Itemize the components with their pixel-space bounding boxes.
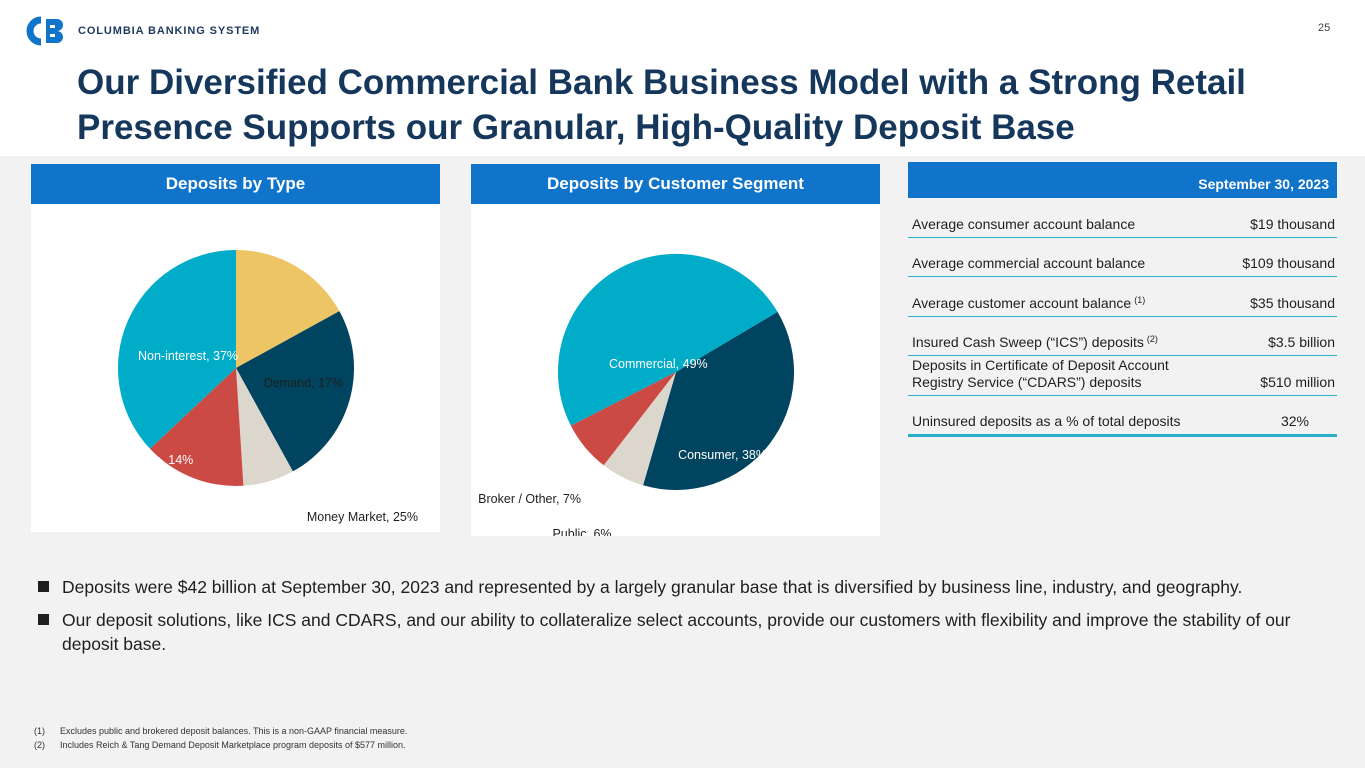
- data-label-commercial: Commercial, 49%: [609, 357, 708, 371]
- row-value: $35 thousand: [1250, 294, 1335, 311]
- row-label: Average commercial account balance: [912, 255, 1146, 271]
- data-label-public: Public, 6%: [552, 527, 611, 536]
- table-row: Average consumer account balance $19 tho…: [908, 198, 1337, 238]
- data-label-broker-other: Broker / Other, 7%: [478, 492, 581, 506]
- row-label: Average consumer account balance: [912, 215, 1136, 232]
- pie-chart-deposits-by-segment: Consumer, 38% Public, 6% Broker / Other, 7…: [478, 253, 795, 536]
- chart-title-segment: Deposits by Customer Segment: [471, 164, 880, 204]
- page-title: Our Diversified Commercial Bank Business…: [77, 63, 1246, 147]
- header-band: [0, 0, 1365, 156]
- footnote-ref: (1): [1134, 294, 1146, 305]
- table-row: Average customer account balance (1) $35 …: [908, 277, 1337, 317]
- row-value: $19 thousand: [1250, 215, 1335, 232]
- pie-chart-deposits-by-type: Demand, 17%Money Market, 25%Savings, 7%T…: [117, 250, 418, 524]
- deposit-metrics-table: September 30, 2023 Average consumer acco…: [908, 162, 1337, 437]
- row-value: $109 thousand: [1242, 255, 1335, 271]
- table-row: Average commercial account balance $109 …: [908, 238, 1337, 277]
- data-label-time: Time, 14%: [134, 453, 193, 467]
- pie-slice-money-market: [236, 311, 354, 472]
- table-row: Uninsured deposits as a % of total depos…: [908, 396, 1337, 437]
- row-label: Average customer account balance (1): [912, 294, 1146, 311]
- row-value: $3.5 billion: [1268, 334, 1335, 350]
- table-header-date: September 30, 2023: [1198, 176, 1329, 192]
- footnote: (2) Includes Reich & Tang Demand Deposit …: [34, 740, 406, 750]
- data-label-money-market: Money Market, 25%: [307, 510, 418, 524]
- pie-slice-non-interest: [117, 250, 236, 449]
- cb-logo-icon: [26, 16, 63, 46]
- company-logo: COLUMBIA BANKING SYSTEM: [26, 16, 260, 46]
- chart-panel-segment: Deposits by Customer Segment Consumer, 3…: [471, 164, 880, 536]
- bullet-text: Our deposit solutions, like ICS and CDAR…: [62, 610, 1291, 654]
- pie-labels: Demand, 17%Money Market, 25%Savings, 7%T…: [134, 349, 418, 524]
- row-label: Deposits in Certificate of Deposit Accou…: [912, 356, 1169, 390]
- table-header: September 30, 2023: [908, 162, 1337, 198]
- pie-slice-commercial: [557, 253, 778, 426]
- data-label-non-interest: Non-interest, 37%: [138, 349, 238, 363]
- pie-labels: Consumer, 38% Public, 6% Broker / Other, 7…: [478, 357, 767, 536]
- row-value: $510 million: [1260, 373, 1335, 390]
- row-label: Uninsured deposits as a % of total depos…: [912, 413, 1181, 429]
- pie-slice-time: [149, 368, 244, 487]
- square-bullet-icon: [38, 614, 49, 625]
- data-label-demand: Demand, 17%: [264, 376, 343, 390]
- footnote-ref: (2): [1146, 334, 1158, 344]
- footnote: (1) Excludes public and brokered deposit …: [34, 726, 408, 736]
- pie-slice-public: [603, 372, 676, 486]
- footnotes: (1) Excludes public and brokered deposit …: [34, 724, 407, 752]
- chart-panel-type: Deposits by Type Demand, 17% Money Market…: [31, 164, 440, 532]
- bullet-text: Deposits were $42 billion at September 3…: [62, 577, 1243, 597]
- row-value: 32%: [1280, 413, 1309, 429]
- square-bullet-icon: [38, 581, 49, 592]
- pie-slice-savings: [236, 368, 293, 486]
- logo-text: COLUMBIA BANKING SYSTEM: [78, 25, 261, 37]
- pie-slices: [117, 250, 354, 487]
- table-row: Deposits in Certificate of Deposit Accou…: [908, 356, 1337, 396]
- pie-slice-consumer: [643, 311, 795, 490]
- page-number: 25: [1318, 22, 1331, 34]
- row-label: Insured Cash Sweep (“ICS”) deposits (2): [912, 334, 1158, 350]
- bullet-item: Deposits were $42 billion at September 3…: [38, 575, 1328, 599]
- bullet-list: Deposits were $42 billion at September 3…: [38, 575, 1328, 665]
- data-label-consumer: Consumer, 38%: [678, 448, 767, 462]
- chart-title-type: Deposits by Type: [31, 164, 440, 204]
- pie-slices: [557, 253, 795, 490]
- bullet-item: Our deposit solutions, like ICS and CDAR…: [38, 608, 1328, 656]
- pie-slice-demand: [236, 250, 340, 368]
- pie-slice-broker-other: [570, 372, 676, 466]
- table-row: Insured Cash Sweep (“ICS”) deposits (2) $…: [908, 317, 1337, 356]
